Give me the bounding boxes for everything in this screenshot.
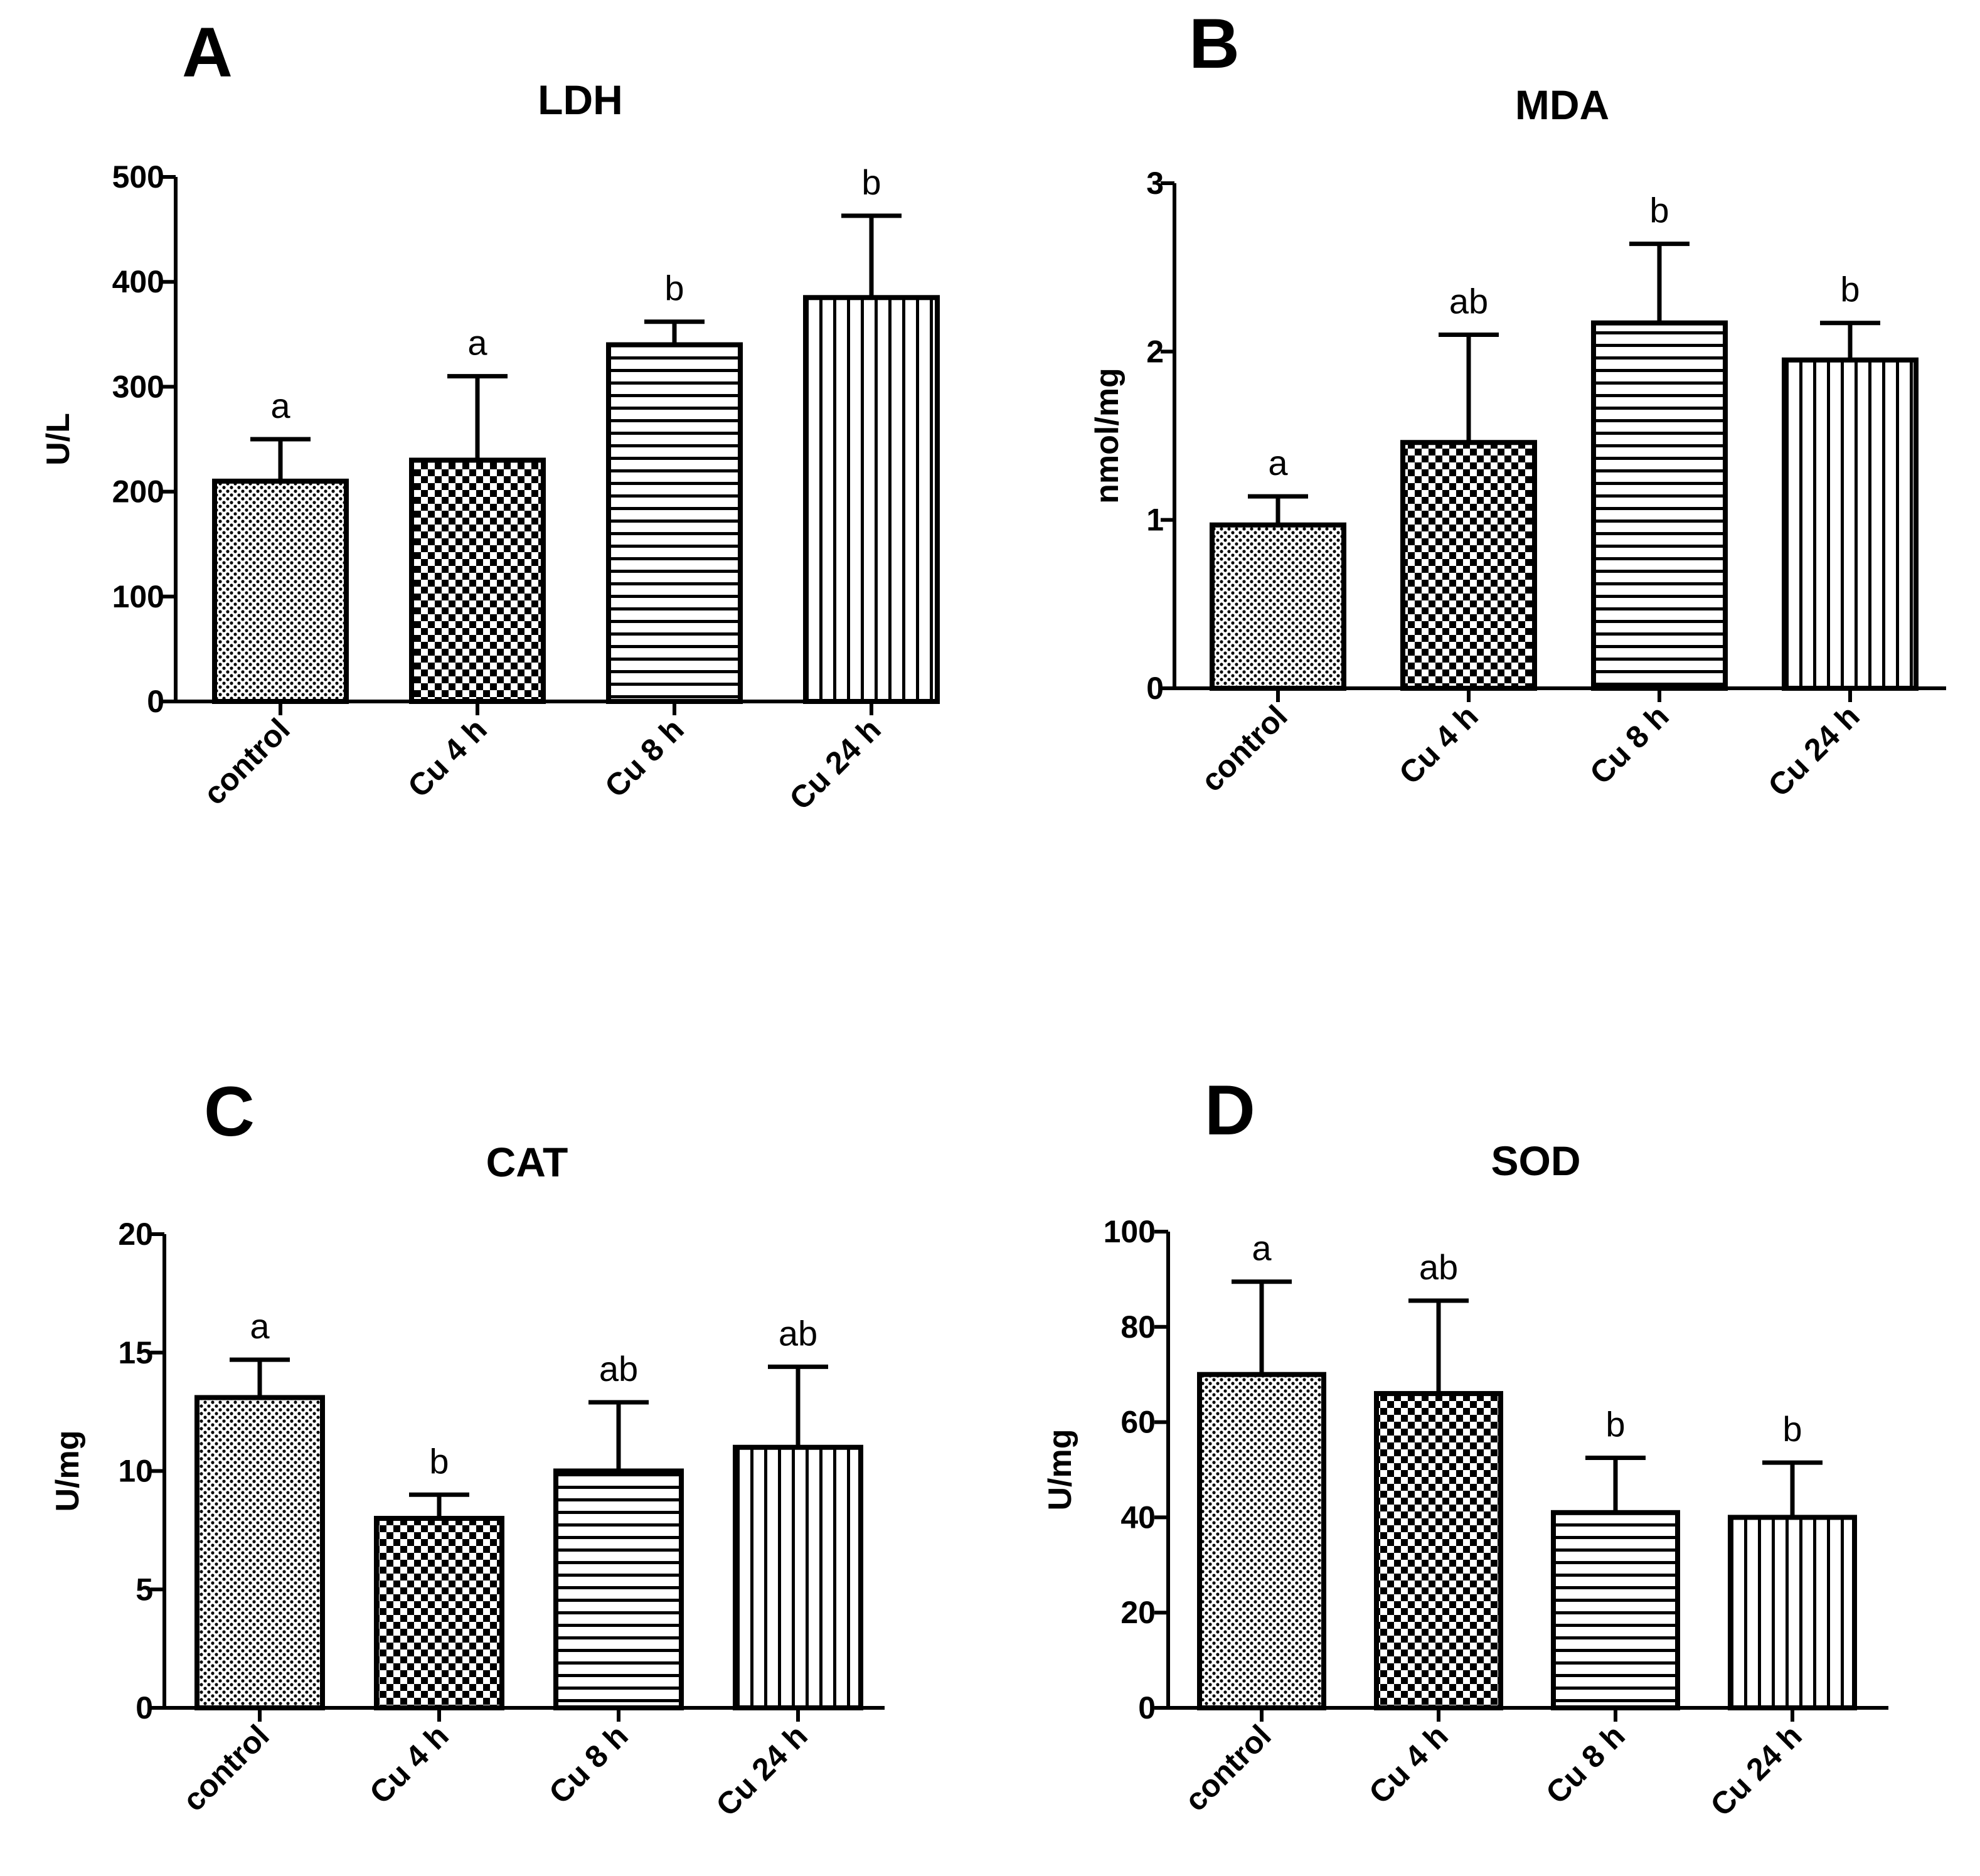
- chart-title: MDA: [1515, 82, 1609, 128]
- y-tick-label: 100: [1104, 1214, 1156, 1249]
- x-tick-label: Cu 4 h: [1362, 1718, 1455, 1811]
- x-tick-label: Cu 4 h: [1392, 698, 1485, 791]
- y-axis-label: U/mg: [50, 1431, 86, 1512]
- significance-label: a: [1252, 1228, 1272, 1268]
- y-tick-label: 60: [1120, 1405, 1156, 1440]
- y-tick-label: 200: [112, 474, 164, 509]
- panel-d: D SOD U/mg 0 20 40 60 80 100 a control ab Cu 4 h b Cu …: [1042, 1071, 1888, 1823]
- bar-cu-24-h: [803, 295, 940, 704]
- x-tick-label: Cu 24 h: [1761, 698, 1866, 803]
- y-tick-label: 400: [112, 264, 164, 299]
- significance-label: a: [467, 323, 487, 363]
- y-tick-label: 2: [1146, 334, 1164, 369]
- chart-title: SOD: [1491, 1138, 1580, 1184]
- x-tick-label: Cu 4 h: [401, 711, 494, 804]
- bar-cu-24-h: [1782, 357, 1919, 691]
- bar-cu-4-h: [1374, 1391, 1503, 1711]
- y-tick-label: 500: [112, 159, 164, 195]
- x-tick-label: Cu 8 h: [542, 1718, 635, 1811]
- panel-letter: C: [204, 1072, 255, 1151]
- significance-label: b: [429, 1441, 449, 1481]
- y-tick-label: 20: [118, 1217, 153, 1252]
- bar-control: [194, 1395, 325, 1711]
- panel-a: A LDH U/L 0 100 200 300 400 500 a control a Cu 4 h b C…: [40, 13, 940, 816]
- y-tick-label: 0: [147, 684, 164, 719]
- bar-cu-4-h: [409, 457, 546, 704]
- y-tick-label: 5: [136, 1572, 153, 1607]
- y-tick-label: 1: [1146, 503, 1164, 538]
- x-tick-label: Cu 8 h: [598, 711, 691, 804]
- y-axis-label: U/mg: [1042, 1429, 1078, 1511]
- y-tick-label: 100: [112, 579, 164, 614]
- y-axis-label: nmol/mg: [1089, 368, 1126, 504]
- x-tick-label: Cu 24 h: [782, 711, 887, 816]
- chart-title: CAT: [486, 1139, 568, 1185]
- panel-c: C CAT U/mg 0 5 10 15 20 a control b Cu 4 h ab Cu 8 h a…: [50, 1072, 885, 1823]
- significance-label: b: [1840, 270, 1860, 309]
- x-tick-label: Cu 4 h: [363, 1718, 455, 1811]
- panel-letter: B: [1189, 4, 1240, 83]
- x-tick-label: Cu 8 h: [1583, 698, 1676, 791]
- bar-cu-24-h: [1728, 1515, 1857, 1710]
- bar-cu-8-h: [1591, 320, 1728, 691]
- x-tick-label: Cu 24 h: [709, 1718, 814, 1823]
- y-tick-label: 20: [1120, 1595, 1156, 1630]
- bar-control: [212, 478, 349, 704]
- significance-label: b: [1605, 1405, 1625, 1444]
- y-tick-label: 10: [118, 1454, 153, 1489]
- panel-letter: D: [1205, 1071, 1255, 1149]
- x-tick-label: control: [1194, 698, 1294, 798]
- x-tick-label: control: [196, 711, 296, 811]
- bar-control: [1197, 1372, 1326, 1710]
- panel-b: B MDA nmol/mg 0 1 2 3 a control ab Cu 4 h b Cu 8 h b C…: [1089, 4, 1946, 803]
- significance-label: b: [1782, 1409, 1802, 1449]
- y-axis-label: U/L: [40, 413, 77, 466]
- bar-control: [1210, 522, 1346, 691]
- bar-cu-8-h: [606, 342, 743, 704]
- y-tick-label: 40: [1120, 1500, 1156, 1535]
- significance-label: ab: [1419, 1247, 1458, 1287]
- bar-cu-8-h: [1551, 1510, 1680, 1711]
- x-tick-label: Cu 8 h: [1539, 1718, 1632, 1811]
- significance-label: a: [270, 386, 290, 425]
- bar-cu-24-h: [733, 1444, 863, 1710]
- y-tick-label: 80: [1120, 1309, 1156, 1345]
- significance-label: ab: [779, 1313, 817, 1353]
- y-tick-label: 0: [136, 1690, 153, 1725]
- bar-cu-4-h: [374, 1516, 504, 1710]
- y-tick-label: 3: [1146, 166, 1164, 201]
- significance-label: b: [861, 163, 881, 202]
- significance-label: ab: [1449, 282, 1488, 321]
- significance-label: a: [1268, 443, 1288, 482]
- y-tick-label: 0: [1138, 1690, 1156, 1725]
- significance-label: ab: [599, 1349, 638, 1388]
- y-tick-label: 300: [112, 369, 164, 404]
- bar-cu-4-h: [1400, 440, 1537, 691]
- x-tick-label: control: [176, 1718, 275, 1818]
- significance-label: b: [664, 269, 684, 308]
- x-tick-label: control: [1178, 1718, 1277, 1818]
- y-tick-label: 15: [118, 1335, 153, 1370]
- y-tick-label: 0: [1146, 671, 1164, 706]
- panel-letter: A: [182, 13, 233, 92]
- bar-cu-8-h: [553, 1468, 684, 1710]
- chart-title: LDH: [538, 77, 623, 123]
- significance-label: b: [1649, 191, 1669, 230]
- x-tick-label: Cu 24 h: [1703, 1718, 1808, 1823]
- significance-label: a: [250, 1306, 270, 1346]
